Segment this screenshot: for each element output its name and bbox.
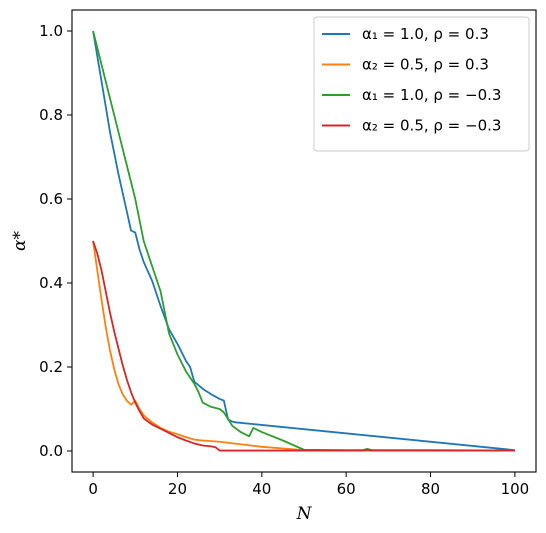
y-tick-label: 0.8 <box>39 106 63 124</box>
x-tick-label: 0 <box>88 480 98 498</box>
y-tick-label: 0.4 <box>39 274 63 292</box>
series-line-2 <box>92 240 515 452</box>
x-tick-label: 40 <box>252 480 271 498</box>
plot-area-border <box>71 9 537 473</box>
series-line-4 <box>92 240 515 452</box>
legend-label-1: α₁ = 1.0, ρ = 0.3 <box>362 25 489 43</box>
x-axis-label: N <box>296 504 313 524</box>
plot-frame <box>71 9 537 473</box>
x-tick-label: 100 <box>501 480 530 498</box>
axis-ticks: 0 20 40 60 80 100 0.0 0.2 0.4 0.6 0.8 1.0 <box>39 22 529 498</box>
y-tick-label: 0.2 <box>39 358 63 376</box>
x-tick-label: 20 <box>168 480 187 498</box>
x-tick-label: 80 <box>421 480 440 498</box>
y-axis-label: α* <box>10 231 30 251</box>
legend-label-3: α₁ = 1.0, ρ = −0.3 <box>362 86 501 104</box>
series-lines <box>92 30 515 452</box>
y-tick-label: 1.0 <box>39 22 63 40</box>
series-line-1 <box>92 30 515 452</box>
legend-box <box>313 16 530 152</box>
y-tick-label: 0.0 <box>39 442 63 460</box>
legend-label-4: α₂ = 0.5, ρ = −0.3 <box>362 117 501 135</box>
legend-label-2: α₂ = 0.5, ρ = 0.3 <box>362 56 489 74</box>
x-tick-label: 60 <box>337 480 356 498</box>
y-tick-label: 0.6 <box>39 190 63 208</box>
legend: α₁ = 1.0, ρ = 0.3 α₂ = 0.5, ρ = 0.3 α₁ = 1… <box>313 16 530 152</box>
